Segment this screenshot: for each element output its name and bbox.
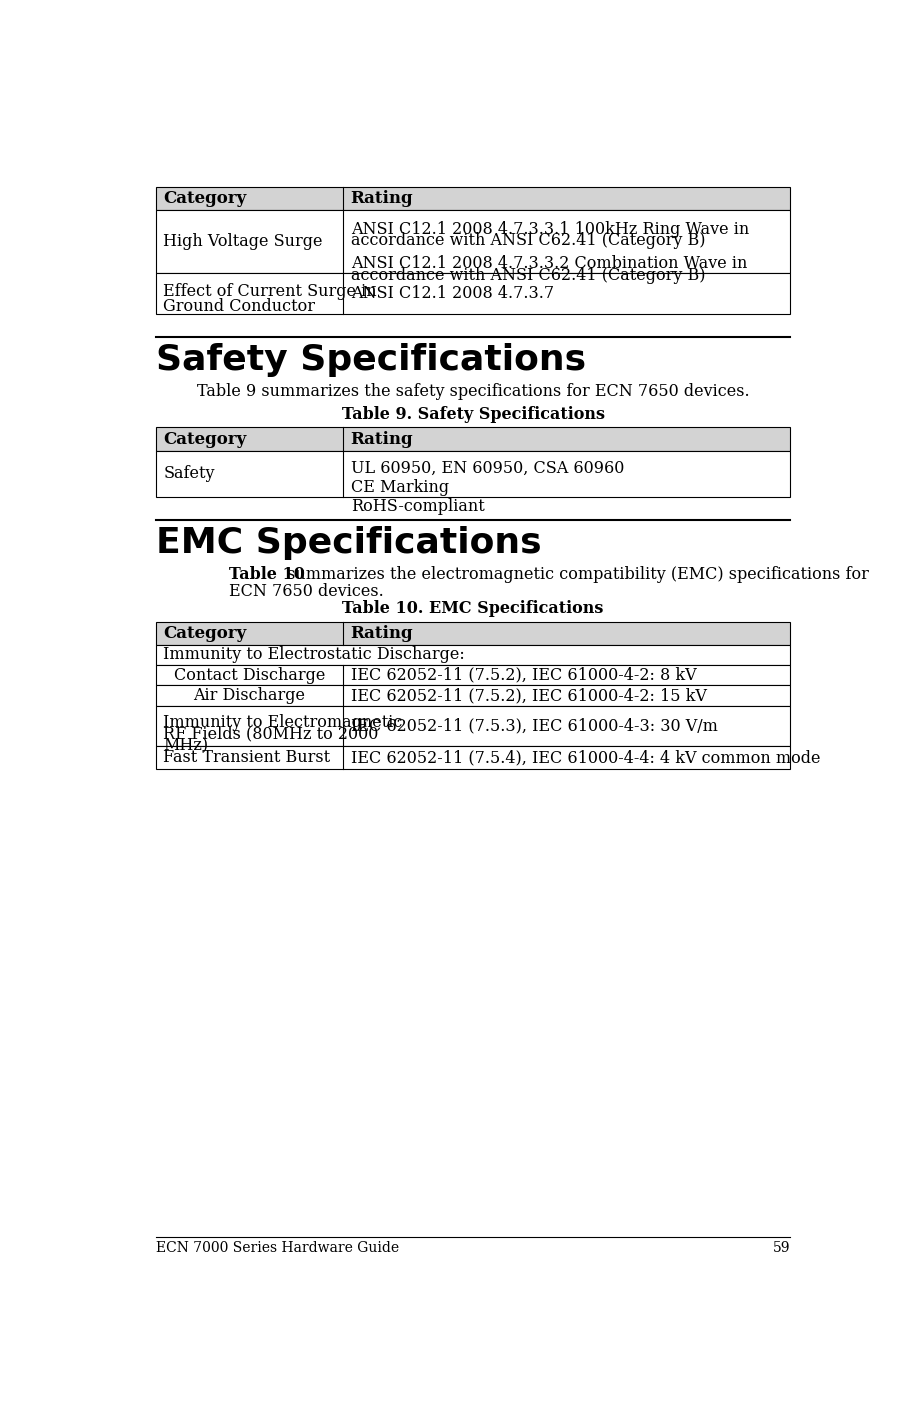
Bar bbox=[156, 707, 790, 746]
Text: summarizes the electromagnetic compatibility (EMC) specifications for: summarizes the electromagnetic compatibi… bbox=[282, 566, 869, 583]
Text: Table 9 summarizes the safety specifications for ECN 7650 devices.: Table 9 summarizes the safety specificat… bbox=[197, 383, 749, 400]
Text: accordance with ANSI C62.41 (Category B): accordance with ANSI C62.41 (Category B) bbox=[351, 267, 705, 284]
Text: RoHS-compliant: RoHS-compliant bbox=[351, 498, 485, 515]
Text: Air Discharge: Air Discharge bbox=[193, 687, 306, 704]
Bar bbox=[156, 685, 790, 707]
Text: Effect of Current Surge in: Effect of Current Surge in bbox=[163, 284, 378, 301]
Bar bbox=[156, 427, 790, 451]
Text: Safety Specifications: Safety Specifications bbox=[156, 343, 586, 377]
Text: Immunity to Electromagnetic: Immunity to Electromagnetic bbox=[163, 714, 402, 731]
Text: IEC 62052-11 (7.5.2), IEC 61000-4-2: 15 kV: IEC 62052-11 (7.5.2), IEC 61000-4-2: 15 … bbox=[351, 687, 706, 704]
Text: ECN 7650 devices.: ECN 7650 devices. bbox=[229, 583, 384, 600]
Bar bbox=[156, 622, 790, 644]
Text: Category: Category bbox=[163, 624, 246, 641]
Bar bbox=[156, 274, 790, 314]
Text: Fast Transient Burst: Fast Transient Burst bbox=[163, 749, 330, 766]
Bar bbox=[156, 644, 790, 664]
Text: IEC 62052-11 (7.5.3), IEC 61000-4-3: 30 V/m: IEC 62052-11 (7.5.3), IEC 61000-4-3: 30 … bbox=[351, 718, 717, 735]
Bar bbox=[156, 210, 790, 274]
Text: ANSI C12.1 2008 4.7.3.3.1 100kHz Ring Wave in: ANSI C12.1 2008 4.7.3.3.1 100kHz Ring Wa… bbox=[351, 221, 749, 238]
Text: Rating: Rating bbox=[351, 624, 414, 641]
Text: 59: 59 bbox=[773, 1242, 790, 1256]
Text: RF Fields (80MHz to 2000: RF Fields (80MHz to 2000 bbox=[163, 727, 378, 742]
Text: Rating: Rating bbox=[351, 430, 414, 447]
Text: CE Marking: CE Marking bbox=[351, 480, 449, 497]
Text: Immunity to Electrostatic Discharge:: Immunity to Electrostatic Discharge: bbox=[163, 646, 465, 663]
Text: Table 9. Safety Specifications: Table 9. Safety Specifications bbox=[342, 406, 605, 423]
Text: Table 10: Table 10 bbox=[229, 566, 306, 583]
Text: ECN 7000 Series Hardware Guide: ECN 7000 Series Hardware Guide bbox=[156, 1242, 399, 1256]
Bar bbox=[156, 664, 790, 685]
Bar bbox=[156, 451, 790, 497]
Bar bbox=[156, 746, 790, 769]
Text: Table 10. EMC Specifications: Table 10. EMC Specifications bbox=[342, 600, 604, 617]
Text: Ground Conductor: Ground Conductor bbox=[163, 298, 316, 315]
Text: MHz): MHz) bbox=[163, 738, 209, 755]
Text: Category: Category bbox=[163, 430, 246, 447]
Text: accordance with ANSI C62.41 (Category B): accordance with ANSI C62.41 (Category B) bbox=[351, 233, 705, 250]
Text: UL 60950, EN 60950, CSA 60960: UL 60950, EN 60950, CSA 60960 bbox=[351, 460, 624, 477]
Text: IEC 62052-11 (7.5.2), IEC 61000-4-2: 8 kV: IEC 62052-11 (7.5.2), IEC 61000-4-2: 8 k… bbox=[351, 667, 696, 684]
Text: ANSI C12.1 2008 4.7.3.3.2 Combination Wave in: ANSI C12.1 2008 4.7.3.3.2 Combination Wa… bbox=[351, 255, 747, 272]
Text: IEC 62052-11 (7.5.4), IEC 61000-4-4: 4 kV common mode: IEC 62052-11 (7.5.4), IEC 61000-4-4: 4 k… bbox=[351, 749, 821, 766]
Text: ANSI C12.1 2008 4.7.3.7: ANSI C12.1 2008 4.7.3.7 bbox=[351, 285, 554, 302]
Text: EMC Specifications: EMC Specifications bbox=[156, 526, 541, 561]
Text: Rating: Rating bbox=[351, 190, 414, 207]
Text: Contact Discharge: Contact Discharge bbox=[174, 667, 325, 684]
Text: High Voltage Surge: High Voltage Surge bbox=[163, 233, 323, 250]
Bar bbox=[156, 187, 790, 210]
Text: Category: Category bbox=[163, 190, 246, 207]
Text: Safety: Safety bbox=[163, 465, 215, 482]
